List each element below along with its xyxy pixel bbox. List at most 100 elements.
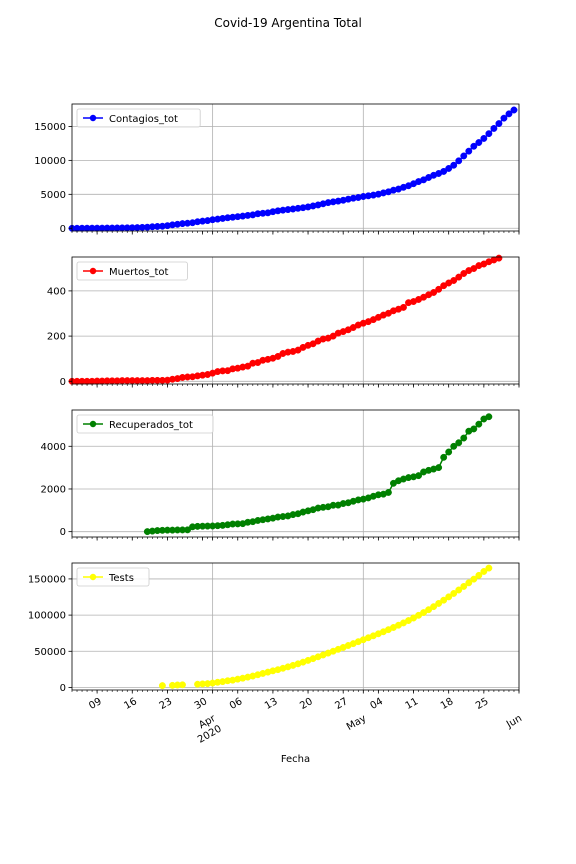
data-point xyxy=(465,147,473,155)
data-point xyxy=(480,135,488,142)
panel-2: 0 200 400 Muertos_tot xyxy=(47,254,520,388)
data-point xyxy=(450,590,458,597)
legend: Tests xyxy=(76,567,150,587)
x-tick-label: 30 xyxy=(193,696,210,712)
data-point xyxy=(384,489,392,496)
axes-frame xyxy=(71,562,520,691)
data-point xyxy=(470,575,478,583)
legend-marker xyxy=(89,114,97,122)
data-point xyxy=(455,157,463,165)
data-point xyxy=(455,586,463,594)
x-tick-label: 27 xyxy=(333,696,350,712)
panel-1: 0 5000 10000 15000 Contagios_tot xyxy=(34,103,520,235)
legend: Muertos_tot xyxy=(76,261,188,281)
data-point xyxy=(450,161,458,169)
series-line xyxy=(197,567,490,685)
x-tick-label: 06 xyxy=(228,696,245,712)
data-point xyxy=(184,526,191,534)
data-point xyxy=(460,270,468,277)
data-point xyxy=(490,124,498,132)
figure-title: Covid-19 Argentina Total xyxy=(214,16,362,30)
y-tick-label: 5000 xyxy=(41,190,66,201)
legend-box xyxy=(76,108,201,128)
data-point xyxy=(450,277,458,284)
data-point xyxy=(435,600,443,607)
y-tick-label: 400 xyxy=(47,286,66,297)
x-tick-label: 04 xyxy=(369,696,386,712)
x-tick-label: 23 xyxy=(158,696,175,712)
y-tick-label: 0 xyxy=(60,224,66,235)
data-point xyxy=(475,571,483,579)
data-point xyxy=(415,472,422,480)
data-point xyxy=(445,165,453,172)
legend-marker xyxy=(89,573,97,581)
data-point xyxy=(450,442,458,450)
x-major-tick-label: Apr2020 xyxy=(190,713,224,746)
legend-label: Recuperados_tot xyxy=(109,420,193,431)
y-tick-label: 0 xyxy=(60,377,66,388)
data-point xyxy=(329,332,337,340)
data-point xyxy=(510,106,518,114)
data-point xyxy=(179,681,186,689)
x-major-tick-label-line: May xyxy=(345,713,368,733)
data-point xyxy=(440,596,448,604)
data-point xyxy=(485,564,493,572)
x-tick-label: 11 xyxy=(404,696,421,712)
legend: Recuperados_tot xyxy=(76,414,214,434)
y-tick-label: 10000 xyxy=(34,156,66,167)
x-tick-label: 09 xyxy=(87,696,104,712)
y-tick-label: 4000 xyxy=(41,442,66,453)
data-point xyxy=(465,579,473,587)
data-point xyxy=(425,606,433,614)
y-tick-label: 2000 xyxy=(41,484,66,495)
x-tick-label: 16 xyxy=(122,696,139,712)
x-axis-label: Fecha xyxy=(281,754,310,765)
legend-box xyxy=(76,567,150,587)
panel-4: 0 50000 100000 150000 09 16 23 30 06 13 20 27 04 11 18… xyxy=(28,562,524,746)
data-point xyxy=(475,139,483,146)
data-point xyxy=(430,603,438,611)
legend-label: Tests xyxy=(108,573,134,584)
data-point xyxy=(455,273,463,281)
series-line xyxy=(147,416,490,533)
data-point xyxy=(495,120,503,128)
data-point xyxy=(460,434,468,442)
data-point xyxy=(400,303,407,311)
data-point xyxy=(495,254,503,262)
panels: 050001000015000Contagios_tot0200400Muert… xyxy=(28,103,524,746)
data-point xyxy=(475,420,483,428)
x-major-tick-label-line: Jun xyxy=(504,713,524,731)
panel-3: 0 2000 4000 Recuperados_tot xyxy=(41,409,520,541)
data-point xyxy=(480,568,488,575)
x-major-tick-label: Jun xyxy=(504,713,524,731)
data-point xyxy=(435,285,443,293)
legend-marker xyxy=(89,420,97,428)
x-tick-label: 25 xyxy=(474,696,491,712)
legend-label: Contagios_tot xyxy=(109,114,178,125)
data-point xyxy=(274,352,282,360)
axes-frame xyxy=(71,103,520,232)
data-point xyxy=(500,114,508,122)
y-tick-label: 100000 xyxy=(28,611,66,622)
data-point xyxy=(485,130,493,138)
legend-marker xyxy=(89,267,97,275)
x-tick-label: 18 xyxy=(439,696,456,712)
data-point xyxy=(244,362,252,370)
data-point xyxy=(445,593,453,601)
data-point xyxy=(430,289,438,296)
y-tick-label: 150000 xyxy=(28,574,66,585)
x-tick-label: 20 xyxy=(298,696,315,712)
data-point xyxy=(445,448,453,456)
axes-frame xyxy=(71,409,520,538)
legend-box xyxy=(76,261,188,281)
y-tick-label: 50000 xyxy=(34,647,66,658)
data-point xyxy=(470,425,478,433)
data-point xyxy=(158,682,166,690)
data-point xyxy=(435,464,443,472)
data-point xyxy=(485,413,493,421)
data-point xyxy=(460,583,468,590)
data-point xyxy=(440,453,448,461)
y-tick-label: 0 xyxy=(60,683,66,694)
data-point xyxy=(440,167,448,175)
